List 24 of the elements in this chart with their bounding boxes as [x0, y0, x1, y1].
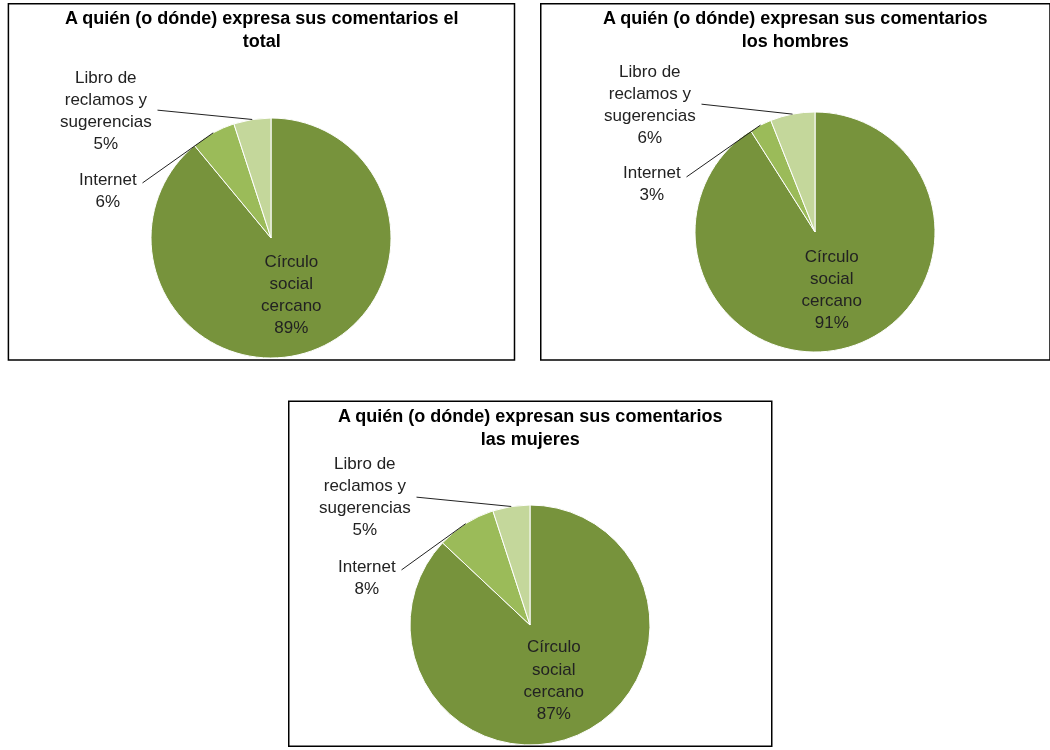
- slice-label: Internet: [79, 170, 137, 189]
- data-label: 5%: [352, 520, 378, 540]
- chart-title: A quién (o dónde) expresan sus comentarios las mujeres: [338, 406, 723, 450]
- chart-title: A quién (o dónde) expresan sus comentarios los hombres: [603, 8, 988, 52]
- chart-title: A quién (o dónde) expresa sus comentarios el total: [65, 8, 459, 52]
- data-label: 91%: [814, 313, 849, 333]
- data-label: 6%: [637, 128, 663, 148]
- slice-label: Círculo social cercano: [523, 637, 585, 701]
- pie-slice: [409, 504, 651, 746]
- data-label: 6%: [95, 192, 121, 212]
- slice-label: Internet: [338, 557, 396, 576]
- data-label: 3%: [639, 185, 665, 205]
- slice-label: Libro de reclamos y sugerencias: [604, 62, 696, 126]
- pie-slice: [694, 111, 936, 353]
- data-label: 8%: [354, 579, 380, 599]
- data-label: 89%: [274, 318, 309, 338]
- slice-label: Círculo social cercano: [261, 251, 322, 315]
- slice-label: Círculo social cercano: [801, 246, 862, 311]
- pie-slice: [150, 117, 392, 359]
- data-label: 87%: [536, 703, 571, 723]
- slice-label: Libro de reclamos y sugerencias: [319, 454, 411, 518]
- slice-label: Libro de reclamos y sugerencias: [60, 68, 152, 132]
- data-label: 5%: [93, 134, 119, 154]
- slice-label: Internet: [623, 163, 681, 182]
